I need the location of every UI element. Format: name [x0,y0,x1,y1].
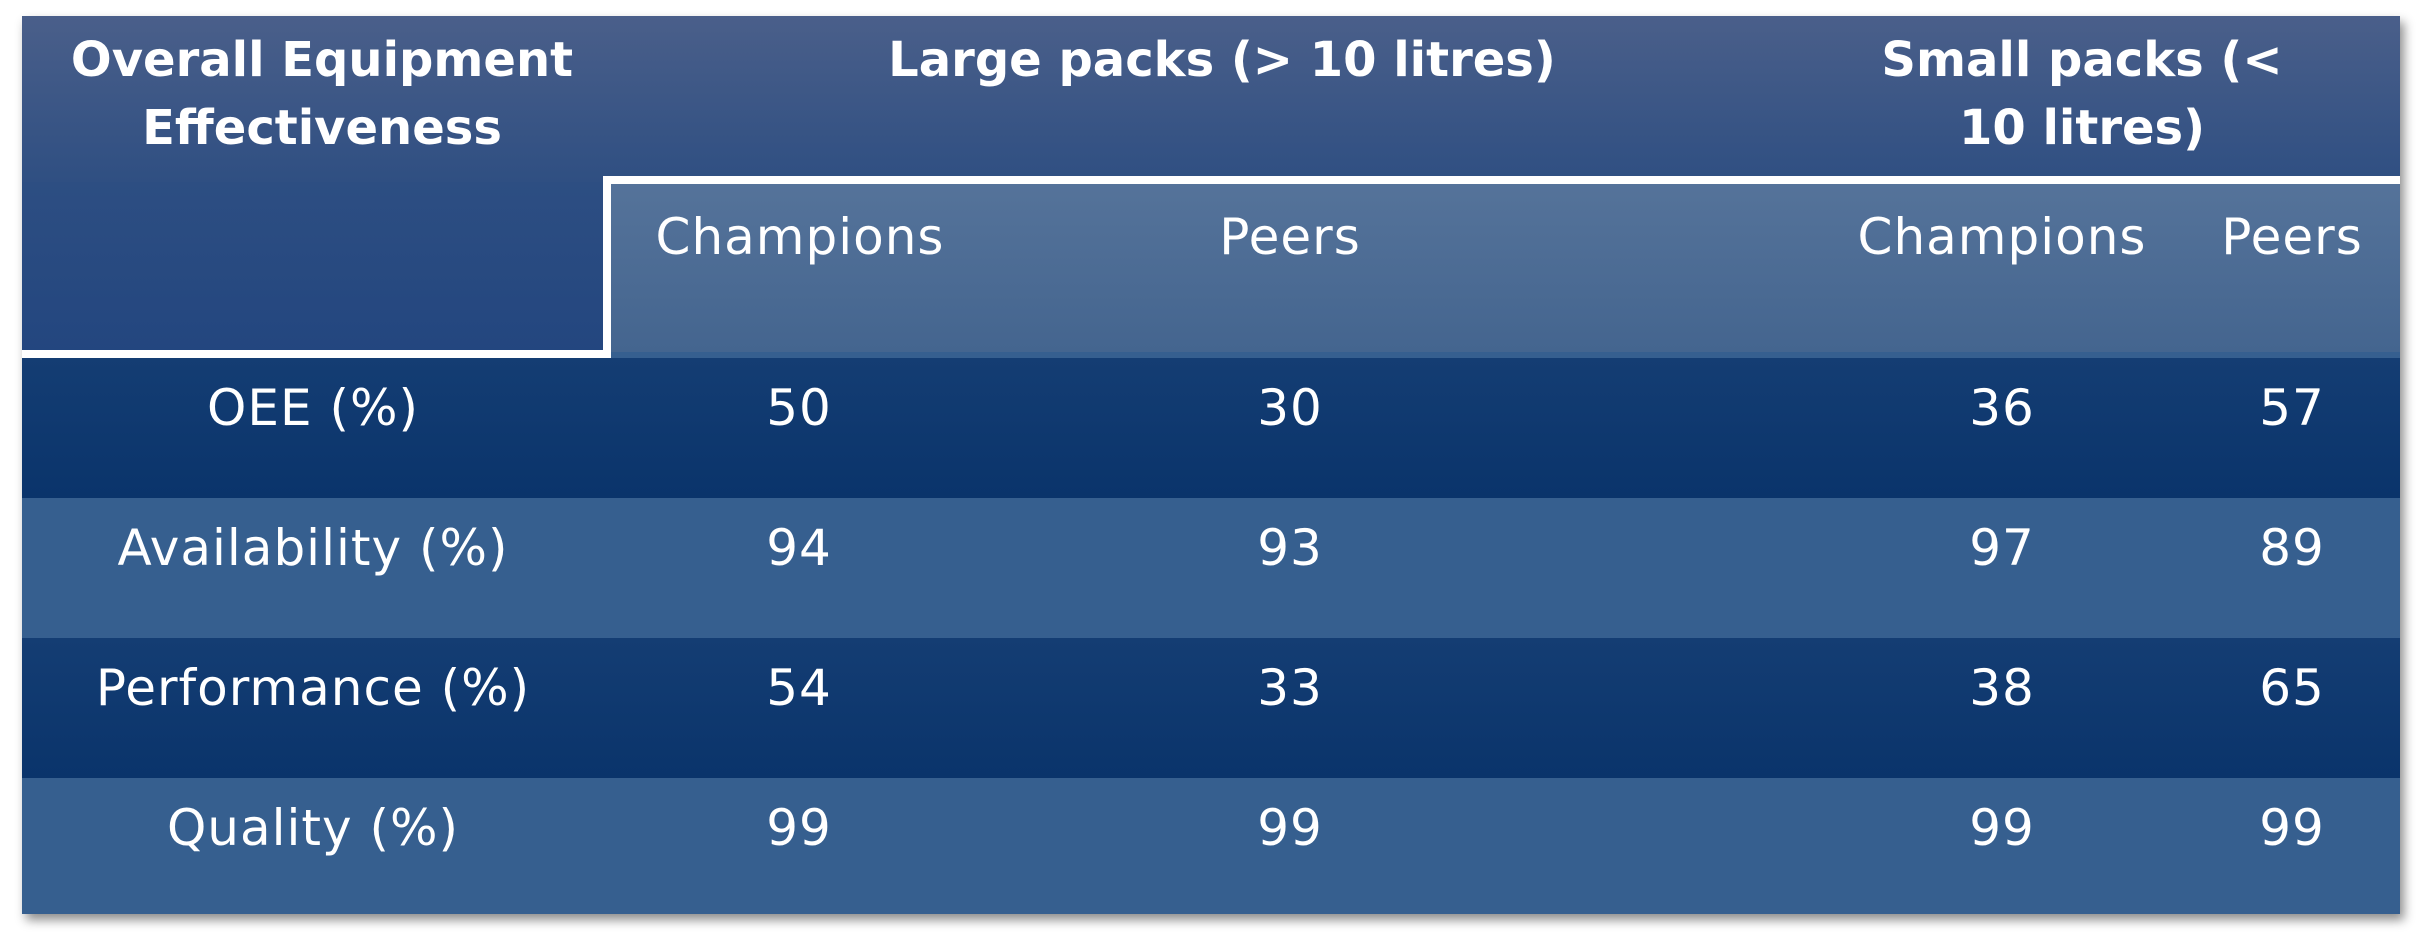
oee-table: Overall Equipment Effectiveness Large pa… [22,16,2400,914]
subheader-large-champions: Champions [655,208,945,266]
table-cell: 99 [766,799,832,857]
corner-divider [22,350,611,358]
table-cell: 36 [1969,379,2035,437]
group-header-small: Small packs (< 10 litres) [1881,32,2283,156]
group-header-large: Large packs (> 10 litres) [888,32,1556,88]
subheader-band [604,182,2400,352]
table-cell: 93 [1257,519,1323,577]
table-row: Availability (%) 94 93 97 89 [22,498,2400,638]
table-corner-cell [22,182,604,352]
table-cell: 65 [2259,659,2325,717]
table-header-band [22,16,2400,182]
table-cell: 54 [766,659,832,717]
table-cell: 50 [766,379,832,437]
row-label: Availability (%) [117,519,509,577]
table-cell: 99 [1969,799,2035,857]
table-cell: 99 [2259,799,2325,857]
corner-header: Overall Equipment Effectiveness [70,32,574,156]
row-label: Quality (%) [166,799,460,857]
table-cell: 89 [2259,519,2325,577]
table-cell: 33 [1257,659,1323,717]
table-row: OEE (%) 50 30 36 57 [22,358,2400,498]
header-divider-vertical [603,176,611,358]
table-row: Quality (%) 99 99 99 99 [22,778,2400,914]
header-divider [604,176,2400,184]
subheader-small-peers: Peers [2221,208,2363,266]
table-cell: 38 [1969,659,2035,717]
table-row: Performance (%) 54 33 38 65 [22,638,2400,778]
table-cell: 57 [2259,379,2325,437]
subheader-large-peers: Peers [1219,208,1361,266]
subheader-small-champions: Champions [1857,208,2147,266]
table-cell: 99 [1257,799,1323,857]
table-cell: 94 [766,519,832,577]
row-label: Performance (%) [95,659,531,717]
table-cell: 30 [1257,379,1323,437]
table-cell: 97 [1969,519,2035,577]
row-label: OEE (%) [207,379,419,437]
